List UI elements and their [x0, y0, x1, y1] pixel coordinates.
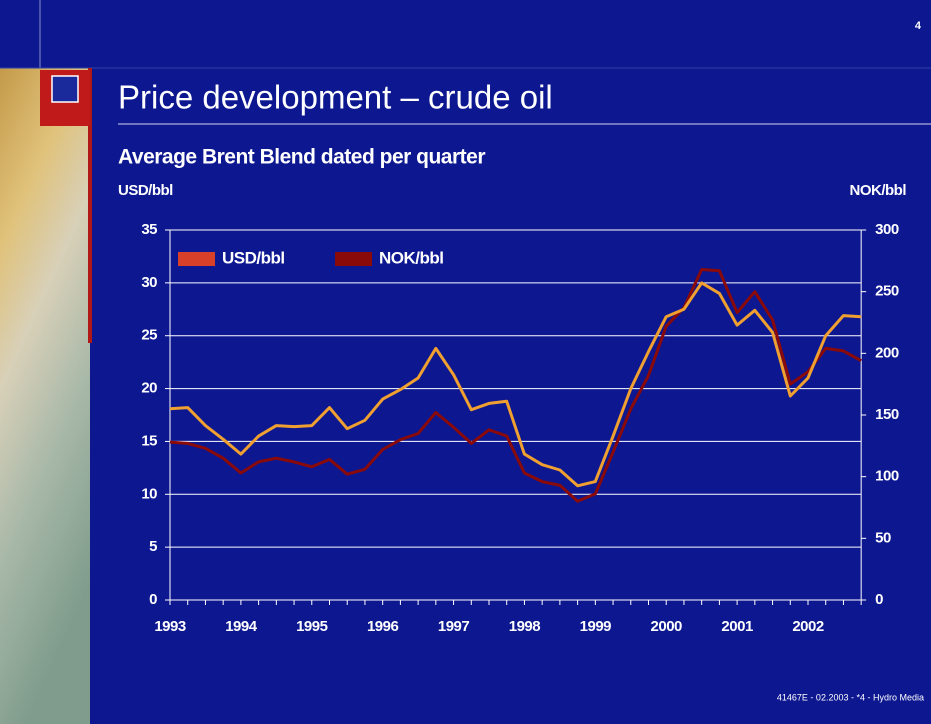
y-tick-label: 0 [149, 591, 157, 608]
y2-tick-label: 200 [875, 344, 899, 361]
y2-tick-label: 50 [875, 529, 891, 546]
x-tick-label: 2001 [721, 618, 753, 635]
y2-tick-label: 100 [875, 468, 899, 485]
y-tick-label: 35 [141, 221, 157, 238]
slide-number: 4 [915, 20, 922, 32]
y-tick-label: 25 [141, 327, 157, 344]
chart-title: Average Brent Blend dated per quarter [118, 146, 485, 169]
legend-swatch [335, 252, 372, 266]
x-tick-label: 1999 [580, 618, 612, 635]
y-tick-label: 30 [141, 274, 157, 291]
y-tick-label: 10 [141, 485, 157, 502]
legend-swatch [178, 252, 215, 266]
x-tick-label: 2002 [792, 618, 824, 635]
x-tick-label: 1998 [509, 618, 541, 635]
x-tick-label: 1993 [154, 618, 186, 635]
series-line [169, 281, 862, 488]
x-tick-label: 2000 [651, 618, 683, 635]
y2-tick-label: 0 [875, 591, 883, 608]
accent-bar [88, 68, 92, 343]
y-axis-label: USD/bbl [118, 182, 173, 199]
x-tick-label: 1995 [296, 618, 328, 635]
x-tick-label: 1994 [225, 618, 258, 635]
y-tick-label: 5 [149, 538, 157, 555]
legend-label: USD/bbl [222, 248, 285, 267]
slide-title: Price development – crude oil [118, 79, 553, 116]
x-tick-label: 1997 [438, 618, 470, 635]
legend-label: NOK/bbl [379, 248, 444, 267]
footer: 41467E - 02.2003 - *4 - Hydro Media [777, 692, 924, 702]
y2-tick-label: 300 [875, 221, 899, 238]
series-line [169, 268, 862, 503]
y-tick-label: 15 [141, 432, 157, 449]
y2-tick-label: 150 [875, 406, 899, 423]
x-tick-label: 1996 [367, 618, 399, 635]
y2-axis-label: NOK/bbl [850, 182, 907, 199]
side-photo [0, 68, 90, 724]
y2-tick-label: 250 [875, 283, 899, 300]
y-tick-label: 20 [141, 380, 157, 397]
logo [51, 75, 79, 103]
